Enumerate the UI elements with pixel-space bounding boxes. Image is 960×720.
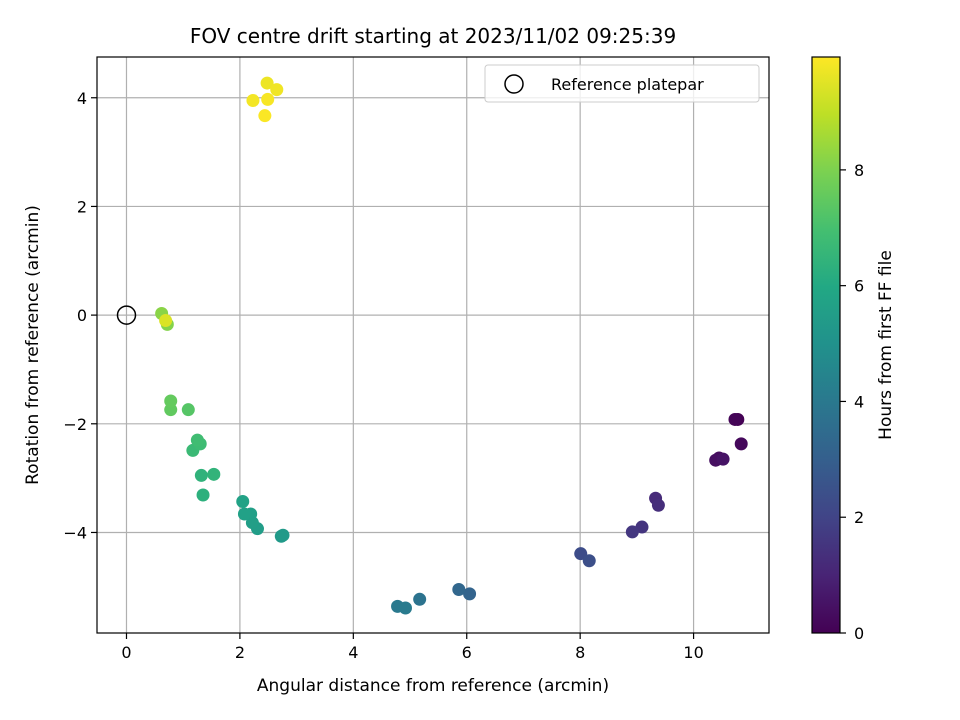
x-tick-label: 8	[575, 643, 585, 662]
data-point	[261, 92, 275, 106]
data-point	[164, 394, 178, 408]
data-point	[625, 525, 639, 539]
y-tick-label: 0	[77, 306, 87, 325]
data-point	[716, 452, 730, 466]
data-point	[194, 468, 208, 482]
colorbar-gradient	[811, 56, 841, 634]
data-point	[398, 601, 412, 615]
data-point	[159, 314, 173, 328]
colorbar-label: Hours from first FF file	[876, 250, 896, 440]
data-point	[463, 587, 477, 601]
plot-area: 0 2 4 6 8 10 −4 −2 0 2 4	[63, 56, 770, 662]
y-axis-label: Rotation from reference (arcmin)	[23, 205, 43, 485]
y-tick-label: 2	[77, 197, 87, 216]
data-point	[734, 437, 748, 451]
data-point	[190, 433, 204, 447]
colorbar-ticks: 0 2 4 6 8	[840, 161, 864, 643]
y-tick-label: 4	[77, 89, 87, 108]
x-tick-label: 0	[121, 643, 131, 662]
data-points	[155, 76, 748, 615]
reference-marker	[116, 305, 137, 325]
plot-frame	[96, 56, 770, 634]
chart-title: FOV centre drift starting at 2023/11/02 …	[190, 24, 676, 48]
data-point	[452, 583, 466, 597]
x-tick-label: 10	[683, 643, 703, 662]
data-point	[651, 498, 665, 512]
data-point	[246, 93, 260, 107]
data-point	[237, 507, 251, 521]
plot-background	[97, 57, 769, 633]
legend: Reference platepar	[484, 64, 760, 103]
data-point	[413, 592, 427, 606]
x-tick-label: 6	[462, 643, 472, 662]
data-point	[207, 467, 221, 481]
x-axis-ticks: 0 2 4 6 8 10	[121, 633, 704, 662]
data-point	[582, 554, 596, 568]
colorbar-tick-label: 0	[854, 624, 864, 643]
x-tick-label: 4	[348, 643, 358, 662]
legend-entry-reference: Reference platepar	[551, 75, 704, 94]
data-point	[635, 520, 649, 534]
data-point	[260, 76, 274, 90]
data-point	[728, 412, 742, 426]
colorbar-tick-label: 8	[854, 161, 864, 180]
y-tick-label: −4	[63, 523, 87, 542]
x-tick-label: 2	[235, 643, 245, 662]
colorbar-tick-label: 6	[854, 277, 864, 296]
x-axis-label: Angular distance from reference (arcmin)	[257, 676, 609, 696]
data-point	[276, 528, 290, 542]
data-point	[270, 83, 284, 97]
y-axis-ticks: −4 −2 0 2 4	[63, 89, 97, 542]
data-point	[236, 494, 250, 508]
legend-box	[484, 64, 760, 103]
data-point	[196, 488, 210, 502]
reference-marker-group	[116, 305, 137, 325]
data-point	[181, 403, 195, 417]
colorbar-tick-label: 2	[854, 508, 864, 527]
colorbar: 0 2 4 6 8 Hours from first FF file	[811, 56, 896, 643]
colorbar-tick-label: 4	[854, 392, 864, 411]
data-point	[258, 109, 272, 123]
y-tick-label: −2	[63, 415, 87, 434]
legend-reference-marker	[504, 74, 524, 94]
